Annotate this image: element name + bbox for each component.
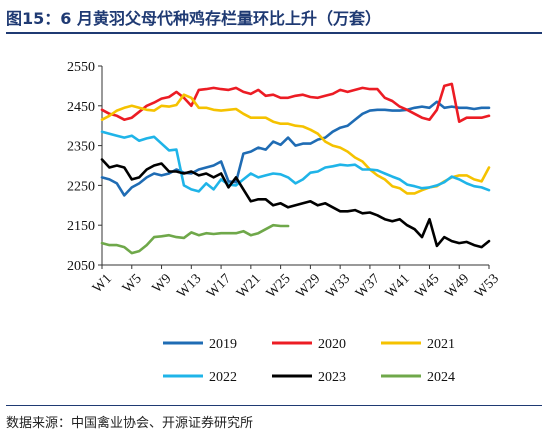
series-line-2020 (100, 82, 491, 123)
x-tick-label: W41 (383, 271, 413, 301)
source-note: 数据来源：中国禽业协会、开源证券研究所 (6, 416, 254, 431)
legend-label: 2022 (209, 370, 237, 385)
series-line-2022 (100, 130, 491, 193)
legend-label: 2023 (318, 370, 346, 385)
x-tick-label: W49 (442, 271, 472, 301)
series-line-2023 (100, 158, 491, 249)
y-tick-label: 2050 (67, 259, 95, 274)
y-tick-label: 2450 (67, 100, 95, 115)
legend-item-2019: 2019 (163, 337, 237, 352)
x-tick-label: W1 (90, 271, 115, 296)
source-divider (6, 405, 542, 406)
y-tick-label: 2550 (67, 60, 95, 75)
legend-label: 2024 (427, 370, 455, 385)
x-tick-label: W37 (353, 271, 383, 301)
title-divider (6, 32, 542, 34)
legend-label: 2020 (318, 337, 346, 352)
chart-title: 图15：6 月黄羽父母代种鸡存栏量环比上升（万套） (6, 9, 381, 28)
x-tick-label: W17 (204, 271, 234, 301)
x-tick-label: W45 (413, 271, 443, 301)
legend-label: 2019 (209, 337, 237, 352)
x-tick-label: W5 (120, 271, 145, 296)
legend: 2019 2020 2021 2022 2023 2024 (163, 337, 455, 385)
series-line-2024 (100, 223, 290, 255)
legend-item-2024: 2024 (381, 370, 455, 385)
legend-item-2023: 2023 (272, 370, 346, 385)
series-line-2019 (100, 100, 491, 197)
x-tick-label: W33 (323, 271, 353, 301)
x-tick-label: W21 (234, 271, 264, 301)
series-line-2021 (100, 93, 491, 195)
legend-item-2020: 2020 (272, 337, 346, 352)
legend-item-2022: 2022 (163, 370, 237, 385)
x-tick-label: W25 (264, 271, 294, 301)
x-tick-label: W13 (175, 271, 205, 301)
y-tick-label: 2350 (67, 140, 95, 155)
legend-label: 2021 (427, 337, 455, 352)
y-tick-label: 2150 (67, 219, 95, 234)
series-lines (100, 82, 491, 255)
y-tick-label: 2250 (67, 179, 95, 194)
x-tick-label: W9 (150, 271, 175, 296)
x-tick-label: W29 (294, 271, 324, 301)
x-tick-label: W53 (472, 271, 502, 301)
legend-item-2021: 2021 (381, 337, 455, 352)
